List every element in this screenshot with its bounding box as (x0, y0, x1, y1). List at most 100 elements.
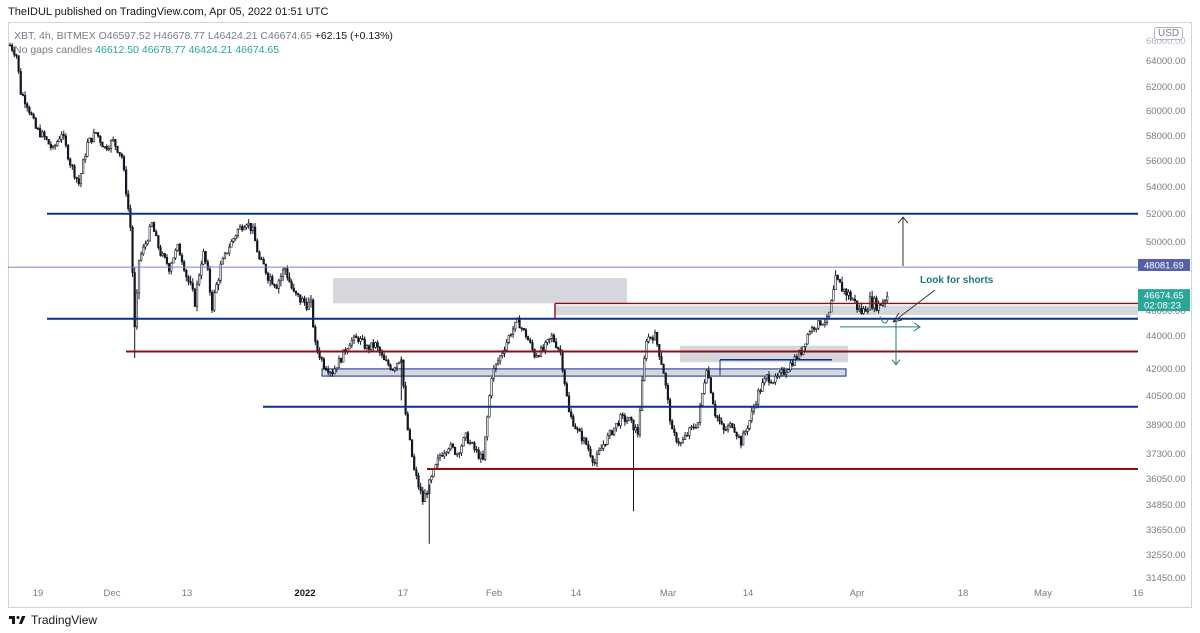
candle-body (174, 249, 177, 259)
candle-body (99, 136, 102, 143)
candle-body (402, 359, 405, 387)
candle-body (748, 420, 751, 429)
candle-body (69, 158, 72, 166)
candle-body (90, 137, 93, 143)
candle-body (406, 413, 409, 431)
candle-body (213, 292, 216, 311)
change-value: +62.15 (+0.13%) (314, 30, 393, 42)
candle-body (791, 362, 794, 366)
candle-body (23, 95, 27, 105)
candle-body (163, 253, 166, 258)
candle-body (696, 422, 700, 428)
candle-body (531, 342, 534, 350)
candle-body (619, 414, 622, 426)
look-for-shorts-label: Look for shorts (920, 275, 994, 286)
candle-body (421, 490, 424, 502)
candle-body (475, 448, 478, 451)
candle-body (871, 296, 874, 309)
indicator-value-close: 46674.65 (235, 44, 280, 56)
candle-body (64, 135, 67, 146)
currency-badge[interactable]: USD (1154, 27, 1184, 40)
candle-body (812, 327, 816, 330)
candle-body (355, 335, 358, 338)
candle-body (193, 288, 197, 307)
candle-body (217, 280, 220, 285)
candle-body (866, 309, 869, 312)
price-badge-0 (1138, 258, 1190, 271)
x-tick-label: 17 (398, 588, 409, 599)
candle-body (580, 430, 583, 442)
candle-body (202, 251, 205, 265)
candle-body (862, 308, 865, 314)
candle-body (238, 226, 242, 230)
y-tick-label: 32550.00 (1146, 550, 1186, 561)
candle-body (795, 356, 798, 359)
y-tick-label: 31450.00 (1146, 573, 1186, 584)
candle-body (125, 169, 128, 195)
candle-body (840, 282, 844, 292)
candle-body (288, 277, 291, 283)
candle-body (473, 442, 476, 450)
candle-body (759, 390, 762, 392)
candle-body (97, 132, 100, 137)
candle-body (877, 303, 880, 311)
close-value: C46674.65 (260, 30, 312, 42)
candle-body (350, 339, 353, 346)
candle-body (28, 107, 31, 114)
candle-body (62, 134, 65, 137)
candle-body (269, 276, 272, 281)
symbol-label[interactable]: XBT, 4h, BITMEX (14, 30, 96, 42)
candle-body (183, 261, 186, 271)
candle-body (137, 259, 141, 294)
candle-body (208, 268, 212, 293)
candle-body (363, 338, 366, 349)
candle-body (103, 146, 106, 148)
candle-body (817, 320, 820, 329)
x-tick-label: 2022 (294, 588, 315, 599)
candle-body (821, 323, 824, 326)
candle-body (17, 55, 20, 72)
shorts-pointer (892, 289, 936, 323)
candle-body (843, 288, 846, 292)
candle-body (299, 294, 302, 303)
candle-body (542, 346, 545, 351)
indicator-legend[interactable]: No gaps candles 46612.50 46678.77 46424.… (14, 44, 279, 56)
x-tick-label: 13 (182, 588, 193, 599)
ohlc-legend[interactable]: XBT, 4h, BITMEX O46597.52 H46678.77 L464… (14, 30, 393, 42)
candle-body (617, 422, 620, 426)
indicator-name[interactable]: No gaps candles (14, 44, 93, 56)
zone-box (321, 368, 847, 377)
candle-body (671, 420, 674, 430)
candle-body (789, 362, 792, 371)
candle-body (453, 446, 457, 455)
candle-body (200, 263, 203, 276)
candle-body (638, 410, 642, 435)
candle-body (140, 253, 143, 261)
candle-body (228, 246, 231, 254)
candle-body (152, 222, 156, 232)
candle-body (41, 131, 44, 138)
candle-body (875, 297, 878, 311)
candle-body (449, 443, 452, 450)
candle-body (114, 139, 117, 147)
candle-body (157, 235, 160, 248)
candle-body (247, 222, 250, 226)
candle-body (142, 246, 145, 255)
candle-body (262, 259, 265, 265)
candle-body (241, 226, 244, 231)
candle-body (445, 451, 448, 454)
candle-body (438, 454, 442, 459)
candle-body (548, 338, 551, 340)
candle-body (178, 243, 181, 256)
candle-body (787, 369, 790, 373)
candle-body (772, 381, 775, 384)
candle-body (466, 432, 470, 444)
candle-body (430, 476, 433, 481)
candle-body (361, 338, 364, 340)
y-tick-label: 66000.00 (1146, 36, 1186, 47)
candle-body (552, 334, 556, 342)
candle-body (352, 335, 356, 341)
candle-body (793, 356, 796, 366)
candle-body (851, 298, 854, 301)
